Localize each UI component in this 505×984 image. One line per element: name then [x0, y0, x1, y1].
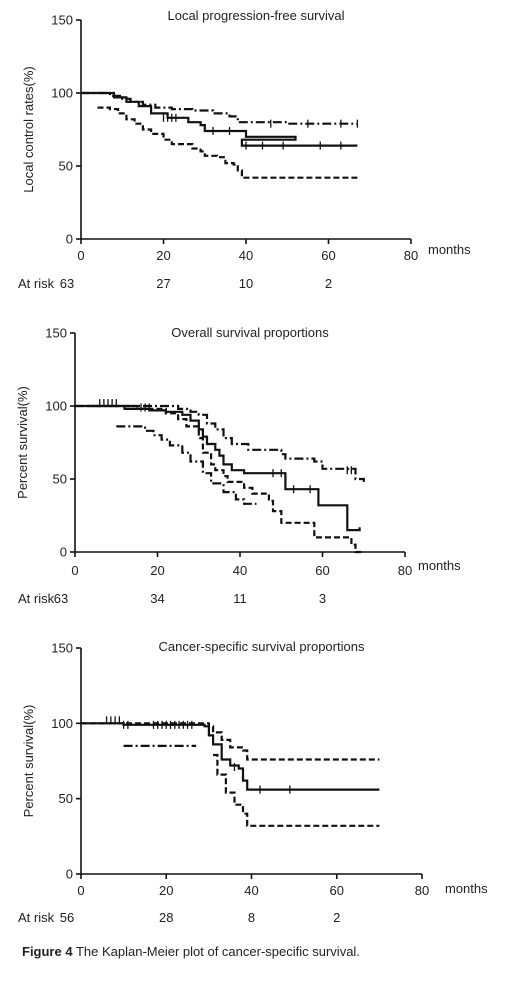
x-tick-label: 80 [398, 563, 412, 578]
km-curve-2 [81, 91, 358, 147]
x-axis-label: months [445, 881, 488, 896]
km-curve-2 [81, 722, 380, 791]
km-curve-1 [75, 404, 365, 482]
y-tick-label: 50 [53, 472, 67, 487]
x-tick-label: 40 [239, 248, 253, 263]
km-panel-3: Cancer-specific survival proportions 0 50 1… [18, 639, 488, 925]
figure-caption-label: Figure 4 [22, 944, 73, 959]
at-risk-count: 56 [60, 910, 74, 925]
y-tick-label: 150 [51, 641, 73, 656]
y-tick-label: 50 [59, 791, 73, 806]
at-risk-count: 63 [60, 276, 74, 291]
y-axis-label: Percent survival(%) [21, 705, 36, 818]
x-axis-label: months [428, 242, 471, 257]
y-axis-label: Local control rates(%) [21, 66, 36, 192]
x-tick-label: 60 [315, 563, 329, 578]
at-risk-count: 28 [159, 910, 173, 925]
km-curve-2 [75, 404, 361, 532]
y-tick-label: 0 [60, 545, 67, 560]
x-tick-label: 80 [404, 248, 418, 263]
figure-caption-text: The Kaplan-Meier plot of cancer-specific… [75, 944, 360, 959]
at-risk-count: 8 [248, 910, 255, 925]
at-risk-label: At risk [18, 591, 55, 606]
chart-title: Local progression-free survival [167, 8, 344, 23]
km-curve-1 [81, 722, 380, 761]
at-risk-count: 3 [319, 591, 326, 606]
y-axis-label: Percent survival(%) [15, 386, 30, 499]
km-curve-3 [87, 404, 364, 554]
x-tick-label: 60 [321, 248, 335, 263]
at-risk-count: 11 [233, 591, 247, 606]
y-tick-label: 150 [45, 326, 67, 341]
y-tick-label: 0 [66, 867, 73, 882]
at-risk-count: 34 [150, 591, 164, 606]
x-tick-label: 0 [71, 563, 78, 578]
at-risk-label: At risk [18, 910, 55, 925]
y-tick-label: 100 [51, 86, 73, 101]
x-tick-label: 60 [330, 883, 344, 898]
x-tick-label: 20 [156, 248, 170, 263]
at-risk-count: 27 [156, 276, 170, 291]
y-tick-label: 100 [51, 716, 73, 731]
at-risk-label: At risk [18, 276, 55, 291]
x-tick-label: 40 [233, 563, 247, 578]
y-tick-label: 150 [51, 13, 73, 28]
x-tick-label: 20 [150, 563, 164, 578]
figure-caption: Figure 4 The Kaplan-Meier plot of cancer… [22, 944, 360, 959]
km-curve-3 [213, 753, 380, 827]
km-curve-1 [81, 91, 358, 125]
chart-title: Cancer-specific survival proportions [159, 639, 365, 654]
km-figure-svg: Local progression-free survival050100150… [15, 8, 488, 925]
at-risk-count: 2 [333, 910, 340, 925]
chart-title: Overall survival proportions [171, 325, 329, 340]
km-curve-3 [97, 106, 358, 179]
at-risk-count: 10 [239, 276, 253, 291]
km-curve-4 [116, 425, 257, 505]
at-risk-count: 63 [54, 591, 68, 606]
at-risk-count: 2 [325, 276, 332, 291]
x-tick-label: 20 [159, 883, 173, 898]
y-tick-label: 100 [45, 399, 67, 414]
km-panel-2: Overall survival proportions 0 50 100 150 0 20… [15, 325, 461, 606]
x-tick-label: 80 [415, 883, 429, 898]
x-tick-label: 0 [77, 248, 84, 263]
km-panel-1: Local progression-free survival050100150… [18, 8, 471, 291]
x-axis-label: months [418, 558, 461, 573]
y-tick-label: 0 [66, 232, 73, 247]
x-tick-label: 40 [244, 883, 258, 898]
y-tick-label: 50 [59, 159, 73, 174]
x-tick-label: 0 [77, 883, 84, 898]
